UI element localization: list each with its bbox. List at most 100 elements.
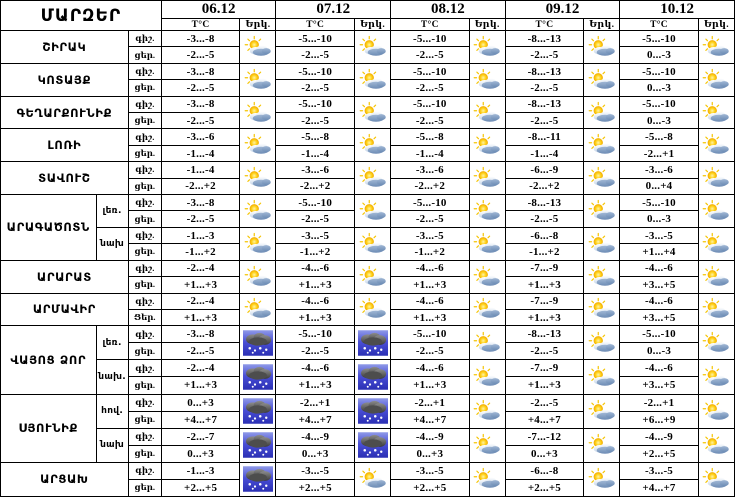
sun-behind-cloud-icon <box>703 399 730 420</box>
temp-night: -3...-8 <box>160 95 241 114</box>
sun-behind-cloud-icon <box>588 331 615 352</box>
weather-icon-cell <box>239 325 277 361</box>
day-label: ցեր. <box>127 444 162 463</box>
weather-icon-cell <box>697 128 735 163</box>
weather-icon-cell <box>697 461 735 497</box>
province-label: ԿՈՏԱՅՔ <box>0 62 129 97</box>
sun-behind-cloud-icon <box>703 365 730 386</box>
temp-night: -3...-8 <box>160 325 241 344</box>
table-row: ցեր. +1...+3 +1...+3 +1...+3 +1...+3 +3...+5 <box>1 276 735 294</box>
sun-behind-cloud-icon <box>359 265 386 286</box>
table-row: ցեր. -1...-4 -1...-4 -1...-4 -1...-4 -2...+1 <box>1 144 735 163</box>
snow-storm-cloud-icon <box>242 330 273 356</box>
temp-night: -1...-4 <box>160 161 241 179</box>
temp-night: -3...-5 <box>619 226 699 245</box>
temp-night: -3...-5 <box>390 461 470 480</box>
weather-icon-cell <box>353 62 392 97</box>
temp-day: -2...+1 <box>619 144 699 163</box>
temp-night: -6...-8 <box>504 226 585 245</box>
temp-day: +1...+3 <box>390 376 470 395</box>
header-sky-1: Երկ. <box>353 18 392 31</box>
weather-icon-cell <box>697 393 735 429</box>
temp-day: +2...+5 <box>619 444 699 463</box>
sun-behind-cloud-icon <box>244 101 271 122</box>
temp-day: -2...-5 <box>275 112 355 130</box>
table-row: ԱՐՑԱԽ գիշ. -1...-3 -3...-5 -3...-5 -6...-8 -3.… <box>0 461 735 497</box>
province-label: ԼՈՌԻ <box>0 128 129 163</box>
temp-day: -2...-5 <box>390 46 470 64</box>
snow-storm-cloud-icon <box>357 364 388 390</box>
weather-icon-cell <box>353 359 392 395</box>
province-label: ՍՅՈՒՆԻՔ <box>0 393 97 463</box>
province-label: ԳԵՂԱՐՔՈՒՆԻՔ <box>0 95 129 130</box>
sun-behind-cloud-icon <box>359 101 386 122</box>
temp-night: -4...-6 <box>275 359 355 378</box>
weather-icon-cell <box>353 30 392 64</box>
weather-icon-cell <box>468 161 506 196</box>
header-temp-0: T°C <box>160 18 241 31</box>
table-row: ցեր. -2...-5 -2...-5 -2...-5 -2...-5 0...-3 <box>1 342 735 361</box>
weather-icon-cell <box>583 427 621 463</box>
day-label: ցեր. <box>127 478 162 497</box>
temp-night: -7...-12 <box>504 427 585 446</box>
province-label: ԱՐԱՐԱՏ <box>0 259 129 294</box>
temp-night: -5...-10 <box>619 325 699 344</box>
temp-night: -3...-6 <box>619 161 699 179</box>
province-label: ՎԱՅՈՑ ՁՈՐ <box>0 325 97 395</box>
temp-night: -5...-10 <box>275 62 355 81</box>
night-label: գիշ. <box>127 161 162 179</box>
weather-icon-cell <box>583 30 621 64</box>
subregion-label: նախ. <box>95 359 129 395</box>
night-label: գիշ. <box>127 461 162 480</box>
temp-day: -2...-5 <box>390 342 470 361</box>
day-label: Ցեր. <box>127 308 162 327</box>
weather-icon-cell <box>468 292 506 327</box>
temp-day: +1...+3 <box>160 376 241 395</box>
sun-behind-cloud-icon <box>473 468 500 489</box>
province-label: ԱՐԱԳԱԾՈՏՆ <box>0 194 97 261</box>
temp-day: 0...+3 <box>504 444 585 463</box>
table-row: ցեր. -2...-5 -2...-5 -2...-5 -2...-5 0...-3 <box>1 79 735 97</box>
temp-night: -3...-6 <box>275 161 355 179</box>
weather-icon-cell <box>353 259 392 294</box>
temp-night: -4...-6 <box>275 259 355 278</box>
temp-day: +1...+3 <box>275 308 355 327</box>
temp-day: 0...+4 <box>619 177 699 196</box>
table-row: ՏԱՎՈՒՇ գիշ. -1...-4 -3...-6 -3...-6 -6...-9 -3… <box>0 161 735 196</box>
weather-icon-cell <box>697 359 735 395</box>
weather-icon-cell <box>468 359 506 395</box>
weather-icon-cell <box>468 461 506 497</box>
table-body: ՇԻՐԱԿ գիշ. -3...-8 -5...-10 -5...-10 -8...-13… <box>0 29 735 497</box>
weather-icon-cell <box>239 226 277 261</box>
header-temp-4: T°C <box>619 18 699 31</box>
day-label: ցեր. <box>127 46 162 64</box>
temp-day: -1...+2 <box>390 243 470 261</box>
sun-behind-cloud-icon <box>588 265 615 286</box>
temp-night: -1...-3 <box>160 226 241 245</box>
snow-storm-cloud-icon <box>242 398 273 424</box>
temp-day: +1...+3 <box>504 276 585 294</box>
weather-icon-cell <box>583 292 621 327</box>
weather-icon-cell <box>583 62 621 97</box>
sun-behind-cloud-icon <box>359 167 386 187</box>
temp-day: 0...+3 <box>390 444 470 463</box>
sun-behind-cloud-icon <box>588 35 615 56</box>
header-sky-2: Երկ. <box>468 18 506 31</box>
weather-icon-cell <box>697 226 735 261</box>
temp-night: -7...-9 <box>504 292 585 310</box>
table-header: ՄԱՐԶԵՐ 06.12 07.12 08.12 09.12 10.12 T°C… <box>0 0 735 31</box>
day-label: ցեր. <box>127 376 162 395</box>
temp-day: +2...+5 <box>390 478 470 497</box>
temp-day: +1...+3 <box>504 376 585 395</box>
sun-behind-cloud-icon <box>588 468 615 489</box>
snow-storm-cloud-icon <box>242 466 273 493</box>
temp-day: +1...+3 <box>275 376 355 395</box>
table-row: Ցեր. +1...+3 +1...+3 +1...+3 +1...+3 +3...+5 <box>1 308 735 327</box>
temp-day: -1...+2 <box>275 243 355 261</box>
weather-icon-cell <box>239 95 277 130</box>
day-label: ցեր. <box>127 342 162 361</box>
temp-night: -5...-10 <box>390 325 470 344</box>
temp-day: -1...-4 <box>160 144 241 163</box>
sun-behind-cloud-icon <box>473 101 500 122</box>
